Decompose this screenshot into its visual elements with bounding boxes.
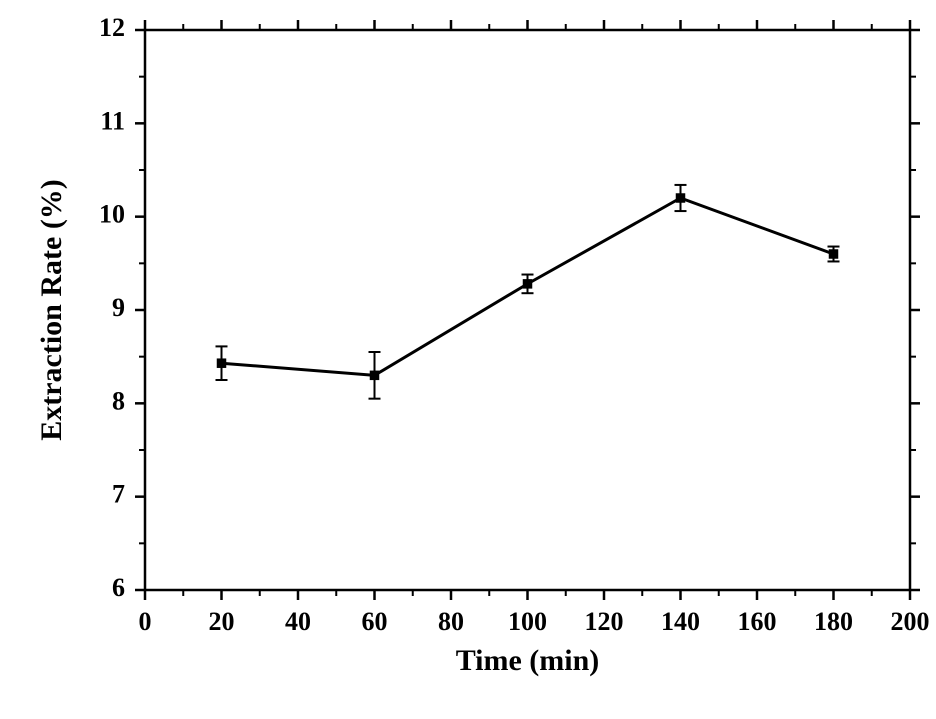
y-tick-label: 10 (99, 200, 125, 229)
y-tick-label: 8 (112, 386, 125, 415)
plot-frame (145, 30, 910, 590)
x-tick-label: 20 (209, 607, 235, 636)
y-tick-label: 6 (112, 573, 125, 602)
x-tick-label: 200 (891, 607, 930, 636)
chart-container: 0 20 40 60 80 100 120 140 160 180 200 6 7 8 9 10 11 12 Tim… (0, 0, 936, 719)
x-tick-label: 100 (508, 607, 547, 636)
x-tick-label: 40 (285, 607, 311, 636)
data-marker (830, 250, 838, 258)
data-marker (677, 194, 685, 202)
y-axis-title: Extraction Rate (%) (35, 179, 68, 441)
x-axis-title: Time (min) (456, 644, 600, 677)
y-tick-label: 11 (100, 106, 125, 135)
y-tick-label: 9 (112, 293, 125, 322)
x-tick-label: 0 (139, 607, 152, 636)
y-tick-label: 7 (112, 480, 125, 509)
x-tick-label: 120 (585, 607, 624, 636)
x-tick-label: 80 (438, 607, 464, 636)
extraction-rate-chart: 0 20 40 60 80 100 120 140 160 180 200 6 7 8 9 10 11 12 Tim… (0, 0, 936, 719)
x-tick-label: 60 (362, 607, 388, 636)
data-marker (371, 371, 379, 379)
data-marker (218, 359, 226, 367)
x-tick-label: 160 (738, 607, 777, 636)
y-tick-label: 12 (99, 13, 125, 42)
data-marker (524, 280, 532, 288)
x-tick-label: 180 (814, 607, 853, 636)
x-tick-label: 140 (661, 607, 700, 636)
